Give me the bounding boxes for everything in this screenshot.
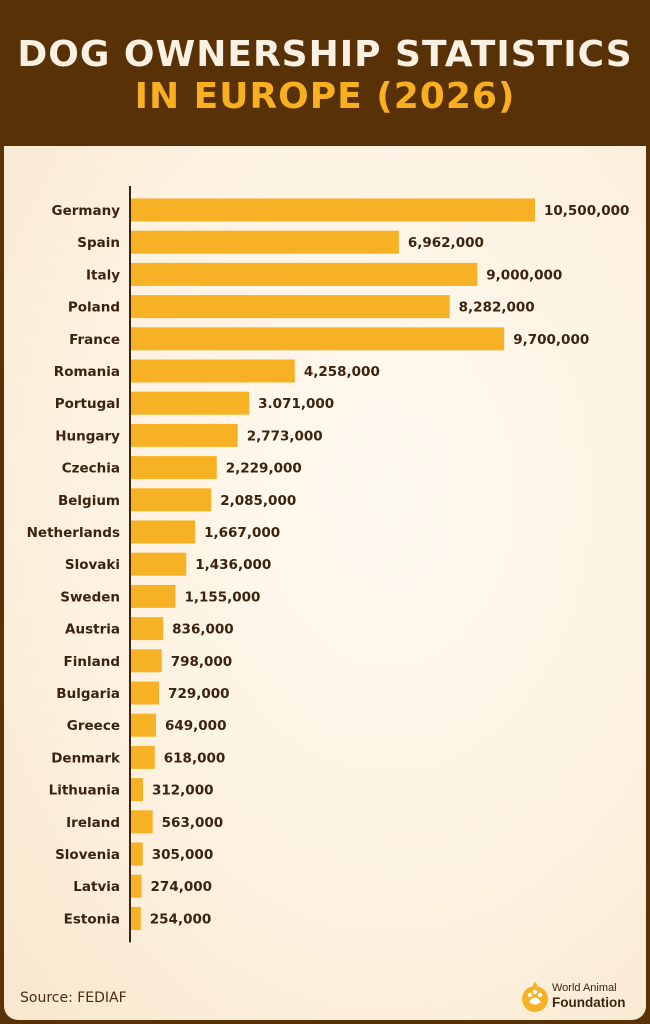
bar [131,230,399,254]
value-label: 729,000 [168,686,230,702]
logo-text-line-1: World Animal [552,982,617,994]
value-label: 649,000 [165,718,227,734]
category-label: Austria [65,622,120,638]
value-label: 1,436,000 [195,557,271,573]
category-label: Germany [52,203,121,219]
value-label: 305,000 [152,847,214,863]
category-label: Italy [86,267,120,283]
bar [131,681,160,705]
category-label: Slovaki [65,557,120,573]
category-label: Netherlands [27,525,120,541]
category-label: Greece [67,718,120,734]
value-label: 2,229,000 [226,461,302,477]
category-label: Slovenia [55,847,120,863]
bar [131,552,187,576]
bar [131,423,238,447]
bar [131,713,156,737]
logo: World Animal Foundation [520,980,630,1014]
value-label: 1,667,000 [204,525,280,541]
category-label: Bulgaria [56,686,120,702]
bar [131,649,162,673]
category-label: Poland [68,300,120,316]
value-label: 8,282,000 [459,300,535,316]
bar [131,327,505,351]
category-label: Spain [77,235,120,251]
paw-logo-icon [522,982,548,1012]
source-note: Source: FEDIAF [20,990,127,1006]
bar [131,810,153,834]
value-label: 9,000,000 [486,267,562,283]
bar [131,391,250,415]
bar [131,778,144,802]
category-label: Finland [64,654,120,670]
category-label: Ireland [66,815,120,831]
value-label: 618,000 [164,750,226,766]
category-label: Czechia [62,461,120,477]
value-label: 563,000 [162,815,224,831]
category-label: Belgium [58,493,120,509]
category-label: Hungary [55,428,120,444]
value-label: 312,000 [152,783,214,799]
category-label: Portugal [55,396,120,412]
value-label: 274,000 [151,879,213,895]
bar [131,488,212,512]
bar [131,617,164,641]
value-label: 3.071,000 [258,396,334,412]
bar [131,456,217,480]
bar [131,842,143,866]
category-label: France [69,332,120,348]
value-label: 254,000 [150,911,212,927]
bar [131,520,196,544]
value-label: 4,258,000 [304,364,380,380]
header: DOG OWNERSHIP STATISTICS IN EUROPE (2026… [0,0,650,146]
bar [131,198,535,222]
category-label: Latvia [73,879,120,895]
category-label: Romania [54,364,120,380]
value-label: 9,700,000 [513,332,589,348]
chart-panel: Germany 10,500,000 Spain 6,962,000 Italy 9,00… [4,146,646,1020]
category-label: Lithuania [49,783,120,799]
bar [131,359,295,383]
bar [131,874,142,898]
bar [131,906,141,930]
bar [131,262,478,286]
value-label: 2,085,000 [220,493,296,509]
value-label: 2,773,000 [247,428,323,444]
bar [131,584,176,608]
value-label: 798,000 [171,654,233,670]
title-line-2: IN EUROPE (2026) [134,76,516,117]
bar [131,295,450,319]
title-line-1: DOG OWNERSHIP STATISTICS [17,34,633,75]
value-label: 1,155,000 [184,589,260,605]
category-label: Denmark [51,750,121,766]
value-label: 836,000 [172,622,234,638]
logo-text-line-2: Foundation [552,995,626,1010]
category-label: Sweden [60,589,120,605]
bar-chart: Germany 10,500,000 Spain 6,962,000 Italy 9,00… [27,186,629,943]
value-label: 10,500,000 [544,203,629,219]
value-label: 6,962,000 [408,235,484,251]
bar [131,745,155,769]
category-label: Estonia [64,911,120,927]
